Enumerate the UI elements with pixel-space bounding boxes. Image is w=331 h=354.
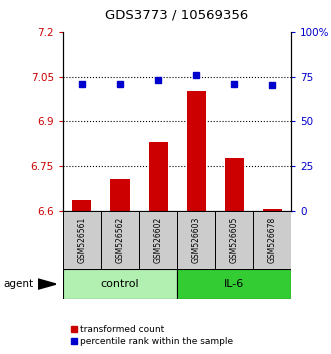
Text: GSM526562: GSM526562 — [116, 217, 124, 263]
Bar — [187, 91, 206, 211]
Bar — [263, 209, 282, 211]
Bar — [63, 269, 177, 299]
Text: GDS3773 / 10569356: GDS3773 / 10569356 — [106, 8, 249, 21]
Text: GSM526603: GSM526603 — [192, 217, 201, 263]
Text: control: control — [101, 279, 139, 289]
Bar — [72, 200, 91, 211]
Bar — [225, 159, 244, 211]
Bar — [177, 269, 291, 299]
Text: GSM526561: GSM526561 — [77, 217, 86, 263]
Bar — [63, 211, 101, 269]
Text: GSM526602: GSM526602 — [154, 217, 163, 263]
Bar — [177, 211, 215, 269]
Text: GSM526678: GSM526678 — [268, 217, 277, 263]
Bar — [149, 142, 167, 211]
Text: agent: agent — [3, 279, 33, 289]
Bar — [253, 211, 291, 269]
Text: IL-6: IL-6 — [224, 279, 244, 289]
Bar — [111, 179, 129, 211]
Legend: transformed count, percentile rank within the sample: transformed count, percentile rank withi… — [68, 321, 237, 349]
Polygon shape — [38, 279, 56, 289]
Bar — [101, 211, 139, 269]
Text: GSM526605: GSM526605 — [230, 217, 239, 263]
Bar — [215, 211, 253, 269]
Bar — [139, 211, 177, 269]
